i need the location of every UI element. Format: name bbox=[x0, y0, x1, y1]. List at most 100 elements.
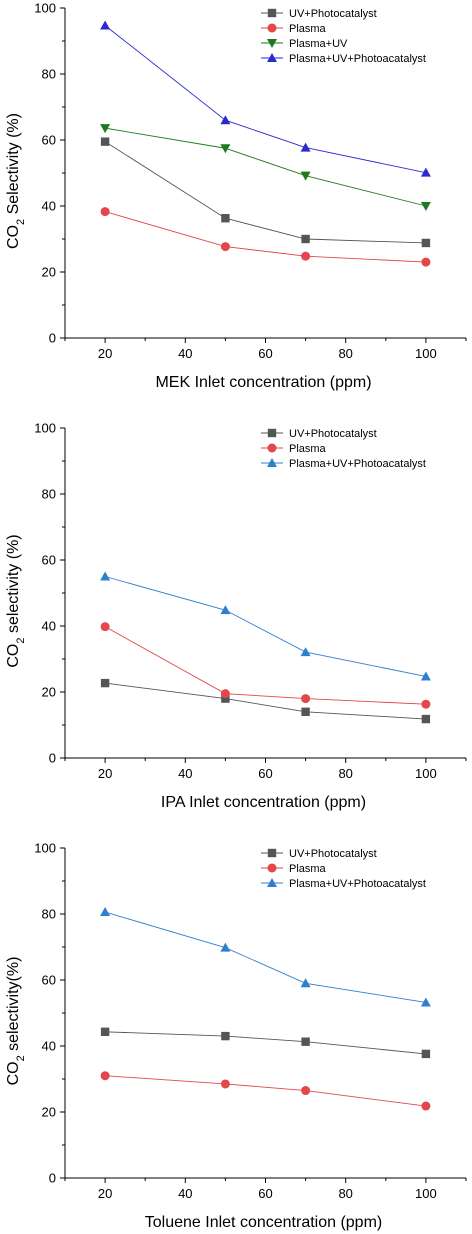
y-axis-title: CO2 selectivity(%) bbox=[5, 957, 27, 1086]
series-line bbox=[105, 682, 426, 720]
data-point bbox=[220, 115, 231, 125]
data-point bbox=[220, 144, 231, 154]
chart-panel-2: 20 40 60 80 100 0 20 40 60 80 100 IPA Inlet concent… bbox=[5, 421, 467, 811]
y-axis-title-part: CO bbox=[5, 225, 22, 249]
series-line bbox=[105, 1031, 426, 1055]
legend-marker bbox=[267, 428, 277, 438]
data-point bbox=[220, 605, 231, 615]
y-tick-label: 40 bbox=[42, 619, 56, 634]
data-point bbox=[421, 238, 431, 248]
legend-marker bbox=[267, 458, 277, 467]
y-tick-label: 60 bbox=[42, 133, 56, 148]
y-tick-label: 20 bbox=[42, 1105, 56, 1120]
legend-marker bbox=[267, 848, 277, 858]
x-axis-title: IPA Inlet concentration (ppm) bbox=[161, 794, 366, 811]
legend-marker bbox=[267, 39, 277, 48]
data-point bbox=[220, 1079, 230, 1089]
data-point bbox=[420, 167, 431, 177]
data-point bbox=[100, 907, 111, 917]
x-axis-title: MEK Inlet concentration (ppm) bbox=[155, 374, 371, 391]
data-point bbox=[100, 571, 111, 581]
data-point bbox=[100, 124, 111, 134]
y-tick-label: 20 bbox=[42, 685, 56, 700]
series-2 bbox=[100, 1071, 431, 1111]
y-axis-title-part: CO bbox=[5, 1061, 22, 1085]
x-tick-label: 100 bbox=[415, 1186, 437, 1201]
data-point bbox=[220, 242, 230, 252]
legend-label: UV+Photocatalyst bbox=[289, 428, 377, 440]
y-tick-label: 0 bbox=[49, 751, 56, 766]
series-1 bbox=[100, 678, 431, 724]
data-point bbox=[301, 694, 311, 704]
data-point bbox=[301, 251, 311, 261]
legend-label: UV+Photocatalyst bbox=[289, 848, 377, 860]
x-tick-label: 80 bbox=[338, 346, 352, 361]
series-3 bbox=[100, 124, 431, 211]
legend-marker bbox=[267, 878, 277, 887]
x-tick-label: 40 bbox=[178, 766, 192, 781]
legend-label: Plasma+UV+Photoacatalyst bbox=[289, 458, 426, 470]
y-tick-label: 40 bbox=[42, 1039, 56, 1054]
series-4 bbox=[100, 20, 431, 177]
y-tick-label: 60 bbox=[42, 553, 56, 568]
data-point bbox=[301, 707, 310, 716]
y-tick-label: 40 bbox=[42, 199, 56, 214]
data-point bbox=[100, 622, 110, 632]
series-line bbox=[104, 626, 426, 705]
y-axis-title-part: selectivity (%) bbox=[5, 534, 22, 637]
data-point bbox=[421, 699, 431, 709]
y-axis-title: CO2 Selectivity (%) bbox=[5, 113, 27, 249]
data-point bbox=[300, 647, 311, 657]
y-tick-label: 20 bbox=[42, 265, 56, 280]
legend-label: Plasma bbox=[289, 863, 327, 875]
x-tick-label: 100 bbox=[415, 766, 437, 781]
y-tick-label: 0 bbox=[49, 1171, 56, 1186]
series-line bbox=[105, 127, 427, 207]
y-axis-title-subscript: 2 bbox=[15, 219, 27, 225]
legend-label: Plasma+UV+Photoacatalyst bbox=[289, 53, 426, 65]
data-point bbox=[100, 678, 110, 688]
data-point bbox=[100, 1027, 110, 1037]
data-point bbox=[100, 20, 111, 30]
y-tick-label: 80 bbox=[42, 487, 56, 502]
y-axis-title-part: Selectivity (%) bbox=[5, 113, 22, 219]
data-point bbox=[300, 171, 311, 181]
data-point bbox=[420, 997, 431, 1007]
chart-panel-3: 20 40 60 80 100 0 20 40 60 80 100 Toluene Inlet con… bbox=[5, 841, 467, 1231]
y-tick-label: 100 bbox=[34, 421, 56, 436]
y-axis-title-subscript: 2 bbox=[15, 638, 27, 644]
series-3 bbox=[100, 571, 431, 681]
x-tick-label: 60 bbox=[258, 766, 272, 781]
x-axis-title: Toluene Inlet concentration (ppm) bbox=[145, 1214, 382, 1231]
series-2 bbox=[100, 207, 431, 267]
y-tick-label: 60 bbox=[42, 973, 56, 988]
x-tick-label: 40 bbox=[178, 346, 192, 361]
chart-panel-1: 20 40 60 80 100 0 20 40 60 80 100 MEK Inlet concent… bbox=[5, 1, 467, 391]
series-line bbox=[104, 25, 426, 174]
y-axis-title-part: CO bbox=[5, 644, 22, 668]
x-tick-label: 60 bbox=[258, 1186, 272, 1201]
legend-label: Plasma+UV+Photoacatalyst bbox=[289, 878, 426, 890]
series-line bbox=[104, 141, 426, 244]
x-tick-label: 20 bbox=[98, 1186, 112, 1201]
data-point bbox=[220, 942, 231, 952]
y-tick-label: 0 bbox=[49, 331, 56, 346]
y-axis-title-subscript: 2 bbox=[15, 1055, 27, 1061]
legend-marker bbox=[267, 8, 277, 18]
data-point bbox=[100, 207, 110, 217]
data-point bbox=[420, 671, 431, 681]
data-point bbox=[300, 142, 311, 152]
data-point bbox=[421, 714, 431, 724]
data-point bbox=[421, 257, 431, 267]
legend-label: UV+Photocatalyst bbox=[289, 8, 377, 20]
x-tick-label: 20 bbox=[98, 766, 112, 781]
series-line bbox=[105, 1075, 426, 1107]
legend: UV+Photocatalyst Plasma Plasma+UV+Photoaca… bbox=[261, 848, 426, 890]
series-line bbox=[104, 911, 426, 1003]
y-tick-label: 100 bbox=[34, 1, 56, 16]
series-line bbox=[104, 576, 426, 677]
data-point bbox=[300, 978, 311, 988]
y-axis-title: CO2 selectivity (%) bbox=[5, 534, 27, 667]
